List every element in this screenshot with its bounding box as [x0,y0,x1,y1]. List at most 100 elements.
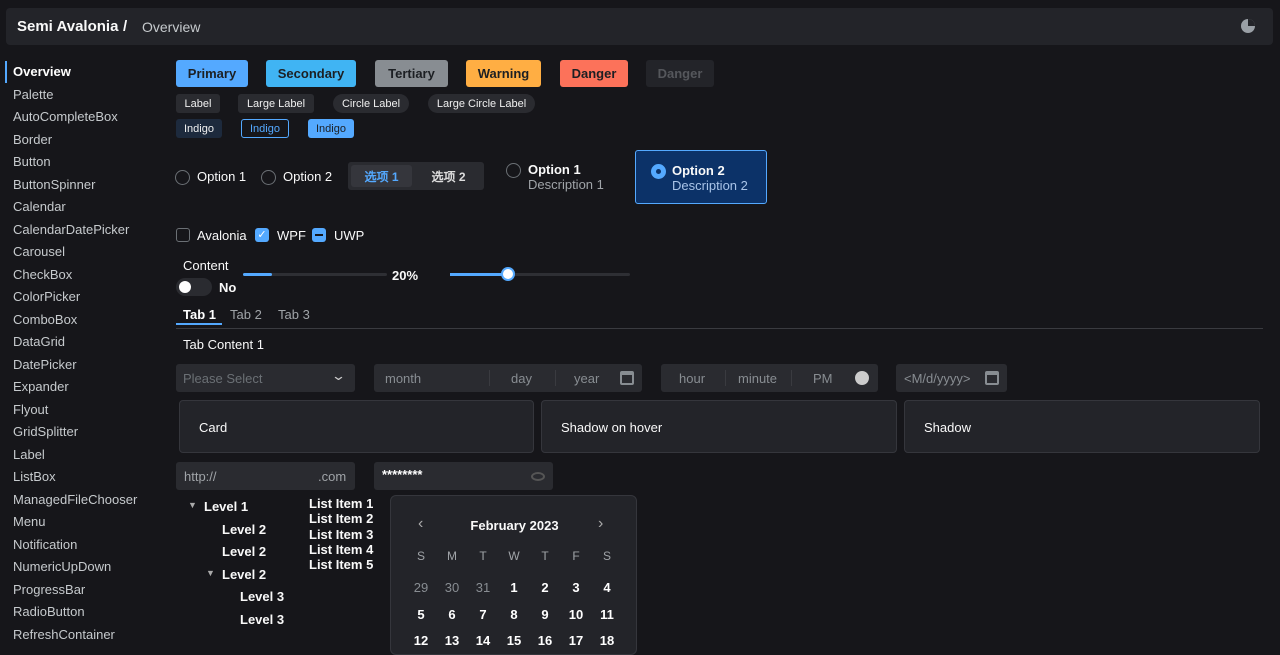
sidebar-item-expander[interactable]: Expander [13,379,69,394]
sidebar-item-datepicker[interactable]: DatePicker [13,356,77,372]
radio-option-2[interactable] [261,170,276,185]
tree-item[interactable]: Level 2 [222,544,267,559]
sidebar-item-label[interactable]: Label [13,446,45,462]
checkbox-avalonia[interactable] [176,228,190,242]
sidebar-item-palette[interactable]: Palette [13,86,54,102]
calendar-day[interactable]: 9 [541,606,549,622]
tree-item[interactable]: Level 3 [240,589,285,604]
calendar-day[interactable]: 12 [413,633,429,648]
calendar-day[interactable]: 2 [541,580,549,595]
button-warning[interactable]: Warning [466,60,541,87]
sidebar-item-listbox[interactable]: ListBox [13,469,56,484]
sidebar-item-gridsplitter[interactable]: GridSplitter [13,424,79,439]
sidebar-item-notification[interactable]: Notification [13,536,78,552]
tree-item[interactable]: Level 3 [240,611,285,627]
calendar-day[interactable]: 16 [537,633,553,648]
button-tertiary[interactable]: Tertiary [375,60,448,87]
calendar-day[interactable]: 17 [568,633,584,648]
url-input[interactable]: http:// .com [176,462,355,490]
sidebar-item-datagrid[interactable]: DataGrid [13,334,66,349]
calendar-day[interactable]: 11 [600,606,614,622]
calendar-day[interactable]: 7 [479,606,487,622]
sidebar-item-calendardatepicker[interactable]: CalendarDatePicker [13,221,130,237]
sidebar-item-refreshcontainer[interactable]: RefreshContainer [13,626,115,642]
indigo-tag-solid: Indigo [308,119,354,138]
calendar-day[interactable]: 6 [448,606,456,622]
calendar-date-picker[interactable]: <M/d/yyyy> [896,364,1007,392]
radio-card-option-2[interactable]: Option 2 Description 2 [635,150,767,204]
calendar-day[interactable]: 4 [603,580,611,595]
tree-item[interactable]: Level 2 [222,521,267,537]
checkbox-wpf[interactable]: ✓ [255,228,269,242]
tab-2[interactable]: Tab 2 [230,307,262,322]
theme-toggle-icon[interactable] [1241,19,1255,33]
calendar-day[interactable]: 10 [568,606,584,622]
sidebar-item-overview[interactable]: Overview [13,64,71,79]
sidebar-item-checkbox[interactable]: CheckBox [13,266,73,282]
sidebar-item-menu[interactable]: Menu [13,514,46,529]
list-item[interactable]: List Item 5 [309,557,374,573]
list-item[interactable]: List Item 3 [309,526,374,542]
calendar-day[interactable]: 14 [475,633,491,648]
sidebar-item-flyout[interactable]: Flyout [13,401,49,417]
weekday-header: T [479,549,487,563]
password-input[interactable]: ******** [374,462,553,490]
calendar-day[interactable]: 30 [444,580,460,595]
button-primary[interactable]: Primary [176,60,248,87]
list-item[interactable]: List Item 1 [309,496,374,511]
segment-1[interactable]: 选项 1 [351,165,412,187]
list-item[interactable]: List Item 4 [309,541,374,557]
tab-1[interactable]: Tab 1 [183,307,216,322]
radio-card-1-title: Option 1 [528,162,581,177]
sidebar-item-colorpicker[interactable]: ColorPicker [13,289,81,304]
chevron-left-icon[interactable]: ‹ [418,515,424,532]
sidebar-item-button[interactable]: Button [13,154,51,169]
caret-down-icon[interactable]: ▼ [206,567,215,578]
button-secondary[interactable]: Secondary [266,60,356,87]
calendar-day[interactable]: 13 [444,633,460,648]
button-danger[interactable]: Danger [560,60,628,87]
radio-option-1[interactable] [175,170,190,185]
sidebar-item-progressbar[interactable]: ProgressBar [13,581,86,597]
calendar-day[interactable]: 15 [506,633,522,648]
sidebar-item-combobox[interactable]: ComboBox [13,311,78,327]
time-picker[interactable]: hour minute PM [661,364,878,392]
label-tag: Large Circle Label [428,94,535,113]
tree-item[interactable]: Level 2 [222,566,267,582]
label-tag: Label [176,94,220,113]
calendar-day[interactable]: 8 [510,606,518,622]
toggle-switch[interactable] [176,278,212,296]
radio-card-option-1[interactable]: Option 1 Description 1 [500,155,625,203]
sidebar-item-buttonspinner[interactable]: ButtonSpinner [13,176,96,192]
sidebar-item-calendar[interactable]: Calendar [13,199,66,214]
sidebar-item-radiobutton[interactable]: RadioButton [13,604,85,619]
eye-icon[interactable] [531,472,545,481]
tab-3[interactable]: Tab 3 [278,307,310,322]
chevron-right-icon[interactable]: › [598,515,604,532]
segment-2[interactable]: 选项 2 [431,169,466,184]
calendar-title[interactable]: February 2023 [470,518,559,533]
calendar-day[interactable]: 31 [475,580,491,595]
progress-fill [243,273,272,276]
sidebar-item-border[interactable]: Border [13,131,53,147]
sidebar-item-carousel[interactable]: Carousel [13,244,66,259]
slider-track[interactable] [450,267,630,281]
calendar-day[interactable]: 18 [599,633,615,648]
checkbox-uwp[interactable] [312,228,326,242]
progress-bar [243,273,387,276]
sidebar-item-numericupdown[interactable]: NumericUpDown [13,559,112,574]
slider-thumb[interactable] [500,267,515,281]
chevron-down-icon: ⌄ [330,368,347,383]
combo-box[interactable]: Please Select ⌄ [176,364,355,392]
date-year: year [574,371,600,386]
sidebar-item-managedfilechooser[interactable]: ManagedFileChooser [13,491,138,507]
calendar-day[interactable]: 29 [413,580,429,595]
tree-item[interactable]: Level 1 [204,499,249,514]
list-item[interactable]: List Item 2 [309,511,374,527]
date-picker[interactable]: month day year [374,364,642,392]
calendar-day[interactable]: 5 [417,606,425,622]
caret-down-icon[interactable]: ▼ [188,500,197,510]
calendar-day[interactable]: 1 [510,580,518,595]
calendar-day[interactable]: 3 [572,580,580,595]
sidebar-item-autocompletebox[interactable]: AutoCompleteBox [13,109,118,124]
